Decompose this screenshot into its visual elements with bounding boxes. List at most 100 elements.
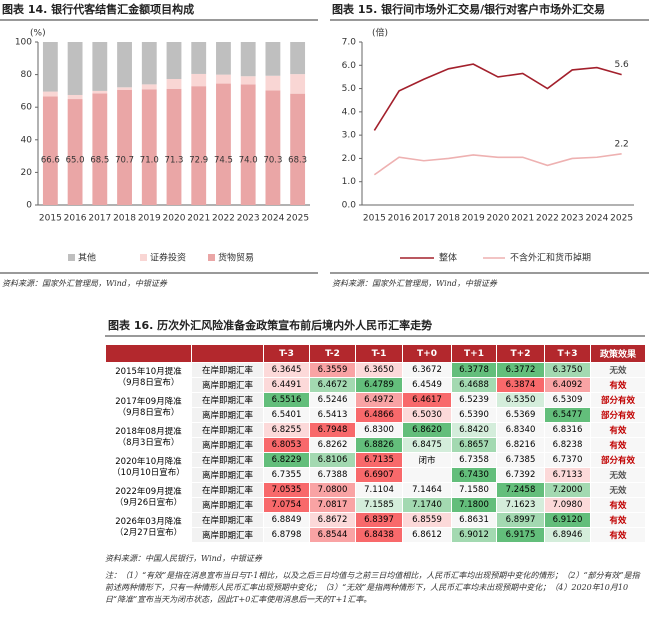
x-tick-label: 2020	[487, 214, 510, 224]
header-cell: T+3	[544, 344, 591, 363]
data-label: 65.0	[66, 156, 85, 166]
row: 2026年03月降准 （2月27日宣布） 在岸即期汇率 6.8849 6.8672 6.8…	[105, 512, 646, 543]
cell: 6.8216	[496, 437, 545, 453]
group-label: 2018年08月提准 （8月3日宣布）	[105, 422, 192, 453]
row-name: 离岸即期汇率	[191, 407, 264, 423]
x-tick-label: 2023	[237, 214, 260, 224]
cell: 6.8849	[263, 512, 310, 528]
x-tick-label: 2023	[561, 214, 584, 224]
cell: 6.8946	[544, 527, 591, 543]
cell: 6.8798	[263, 527, 310, 543]
bar	[67, 42, 83, 95]
y-tick-label: 60	[21, 103, 33, 113]
header-cell: T+0	[402, 344, 452, 363]
x-tick-label: 2018	[113, 214, 136, 224]
cell: 6.8612	[402, 527, 452, 543]
cell: 6.7355	[263, 467, 310, 483]
bar	[92, 93, 108, 205]
bar	[141, 42, 157, 85]
bar	[92, 42, 108, 91]
row-name: 在岸即期汇率	[191, 512, 264, 528]
y-tick-label: 0.0	[342, 201, 357, 211]
data-label: 70.3	[263, 156, 282, 166]
row-name: 在岸即期汇率	[191, 452, 264, 468]
cell: 6.5350	[496, 392, 545, 408]
source: 资料来源：中国人民银行，Wind，中银证券	[105, 554, 262, 563]
group-subdate: （9月26日宣布）	[114, 497, 183, 508]
bar	[240, 84, 256, 205]
effect: 有效	[590, 422, 646, 438]
y-tick-label: 6.0	[342, 61, 357, 71]
group-label: 2017年09月降准 （9月8日宣布）	[105, 392, 192, 423]
row-name: 离岸即期汇率	[191, 497, 264, 513]
bar	[117, 42, 132, 88]
effect: 部分有效	[590, 452, 646, 468]
bar	[265, 90, 281, 205]
table: T-3 T-2 T-1 T+0 T+1 T+2 T+3 政策效果 2015年10月提准 （9月8日…	[105, 344, 646, 543]
y-tick-label: 80	[21, 70, 33, 80]
x-tick-label: 2022	[536, 214, 559, 224]
cell: 6.7430	[451, 467, 497, 483]
cell: 6.5413	[309, 407, 356, 423]
row: 2017年09月降准 （9月8日宣布） 在岸即期汇率 6.5516 6.5246 6.49…	[105, 392, 646, 423]
row: 离岸即期汇率 6.8798 6.8544 6.8438 6.8612 6.9012 6.91…	[106, 527, 646, 543]
cell: 6.4092	[544, 377, 591, 393]
cell: 闭市	[402, 452, 452, 468]
cell: 6.8631	[451, 512, 497, 528]
cell: 7.1464	[402, 482, 452, 498]
effect: 有效	[590, 527, 646, 543]
cell: 6.8672	[309, 512, 356, 528]
cell: 6.8397	[355, 512, 403, 528]
row: 离岸即期汇率 6.5401 6.5413 6.4866 6.5030 6.5390 6.53…	[106, 407, 646, 423]
cell	[402, 467, 452, 483]
x-tick-label: 2015	[363, 214, 386, 224]
effect: 无效	[590, 467, 646, 483]
cell: 6.4617	[402, 392, 452, 408]
header-cell	[105, 344, 192, 363]
cell: 6.3559	[309, 362, 356, 378]
cell: 6.7135	[355, 452, 403, 468]
data-label: 72.9	[189, 156, 208, 166]
cell: 6.8316	[544, 422, 591, 438]
legend-label: 不含外汇和货币掉期	[510, 252, 591, 264]
group-date: 2022年09月提准	[115, 486, 182, 497]
bar	[240, 76, 256, 85]
group-subdate: （2月27日宣布）	[114, 527, 183, 538]
cell: 7.0980	[544, 497, 591, 513]
line	[373, 152, 622, 176]
group-date: 2018年08月提准	[115, 426, 182, 437]
bar	[42, 91, 58, 97]
cell: 6.7388	[309, 467, 356, 483]
bar	[117, 89, 132, 205]
cell: 6.8229	[263, 452, 310, 468]
bar	[290, 93, 306, 205]
row-name: 离岸即期汇率	[191, 467, 264, 483]
data-label: 74.5	[214, 156, 233, 166]
cell: 6.5030	[402, 407, 452, 423]
table-title: 图表 16. 历次外汇风险准备金政策宣布前后境内外人民币汇率走势	[108, 318, 432, 332]
group-label: 2026年03月降准 （2月27日宣布）	[105, 512, 192, 543]
cell: 6.8657	[451, 437, 497, 453]
row-name: 离岸即期汇率	[191, 527, 264, 543]
row: 离岸即期汇率 6.8053 6.8262 6.8826 6.8475 6.8657 6.82…	[106, 437, 646, 453]
cell: 6.9175	[496, 527, 545, 543]
bar	[290, 42, 306, 75]
cell: 6.8826	[355, 437, 403, 453]
cell: 6.8475	[402, 437, 452, 453]
cell: 7.2000	[544, 482, 591, 498]
cell: 6.3650	[355, 362, 403, 378]
x-tick-label: 2019	[462, 214, 485, 224]
cell: 7.0535	[263, 482, 310, 498]
bar	[67, 99, 83, 205]
x-tick-label: 2024	[585, 214, 608, 224]
bar	[191, 42, 207, 74]
bar	[290, 74, 306, 94]
cell: 6.5309	[544, 392, 591, 408]
header-cell: T-3	[263, 344, 310, 363]
cell: 6.4866	[355, 407, 403, 423]
chart-title: 图表 14. 银行代客结售汇金额项目构成	[2, 2, 194, 16]
x-tick-label: 2016	[388, 214, 411, 224]
y-tick-label: 100	[15, 38, 32, 48]
cell: 6.8997	[496, 512, 545, 528]
cell: 6.4972	[355, 392, 403, 408]
